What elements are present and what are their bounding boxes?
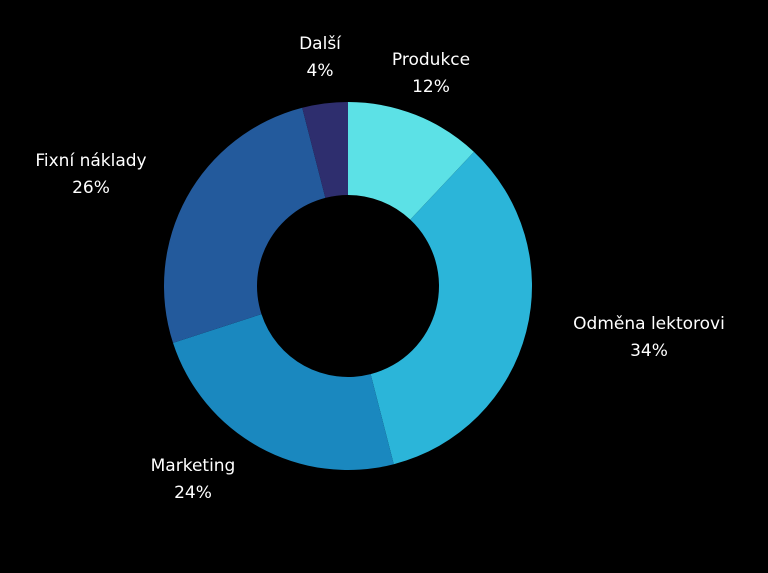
slice-1 — [348, 102, 474, 220]
slice-label-name: Odměna lektorovi — [573, 314, 725, 334]
slice-label-name: Další — [299, 34, 342, 54]
slice-label-value: 34% — [630, 341, 668, 361]
slice-3 — [173, 314, 394, 471]
slice-labels: Produkce 12% Odměna lektorovi 34% Marketing 2… — [35, 34, 724, 503]
slice-label-5: Další 4% — [299, 34, 342, 81]
slice-label-1: Produkce 12% — [392, 50, 470, 97]
slice-label-value: 26% — [72, 178, 110, 198]
slice-label-2: Odměna lektorovi 34% — [573, 314, 725, 361]
slice-label-value: 4% — [307, 61, 334, 81]
slice-label-value: 12% — [412, 77, 450, 97]
slice-label-name: Produkce — [392, 50, 470, 70]
slice-label-3: Marketing 24% — [151, 456, 236, 503]
slice-2 — [370, 151, 533, 465]
slice-5 — [302, 102, 348, 198]
slice-label-name: Fixní náklady — [35, 151, 146, 171]
slice-label-name: Marketing — [151, 456, 236, 476]
donut-slices — [163, 102, 533, 471]
slice-4 — [163, 107, 326, 343]
slice-label-4: Fixní náklady 26% — [35, 151, 146, 198]
slice-label-value: 24% — [174, 483, 212, 503]
